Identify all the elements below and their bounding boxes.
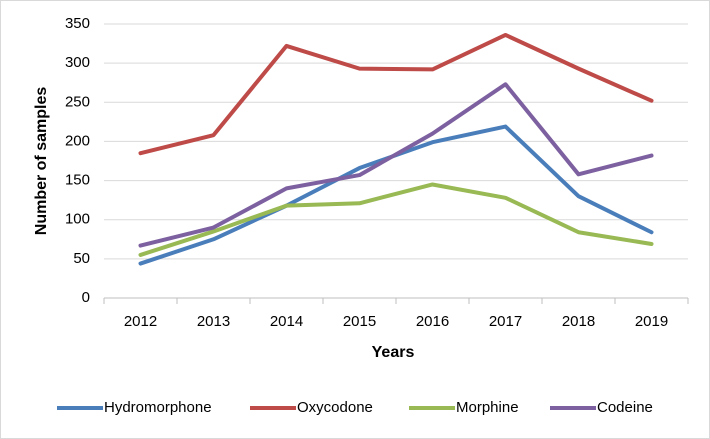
x-tick-label: 2013 [197,313,230,330]
x-tick-label: 2017 [489,313,522,330]
x-tick-label: 2014 [270,313,303,330]
y-tick-label: 300 [65,54,90,71]
x-tick-label: 2015 [343,313,376,330]
y-tick-label: 50 [73,250,90,267]
y-axis-label: Number of samples [33,87,50,236]
x-tick-label: 2018 [562,313,595,330]
legend-label: Morphine [456,399,519,416]
line [138,32,654,156]
x-tick-label: 2012 [124,313,157,330]
y-tick-label: 250 [65,93,90,110]
line [138,182,654,257]
line [138,82,654,248]
legend-label: Codeine [597,399,653,416]
y-tick-label: 0 [82,289,90,306]
x-tick-label: 2019 [635,313,668,330]
legend-label: Oxycodone [297,399,373,416]
legend-label: Hydromorphone [104,399,212,416]
y-tick-label: 350 [65,15,90,32]
y-tick-label: 100 [65,211,90,228]
x-axis-label: Years [372,344,415,361]
y-tick-label: 200 [65,132,90,149]
x-tick-label: 2016 [416,313,449,330]
y-tick-label: 150 [65,172,90,189]
